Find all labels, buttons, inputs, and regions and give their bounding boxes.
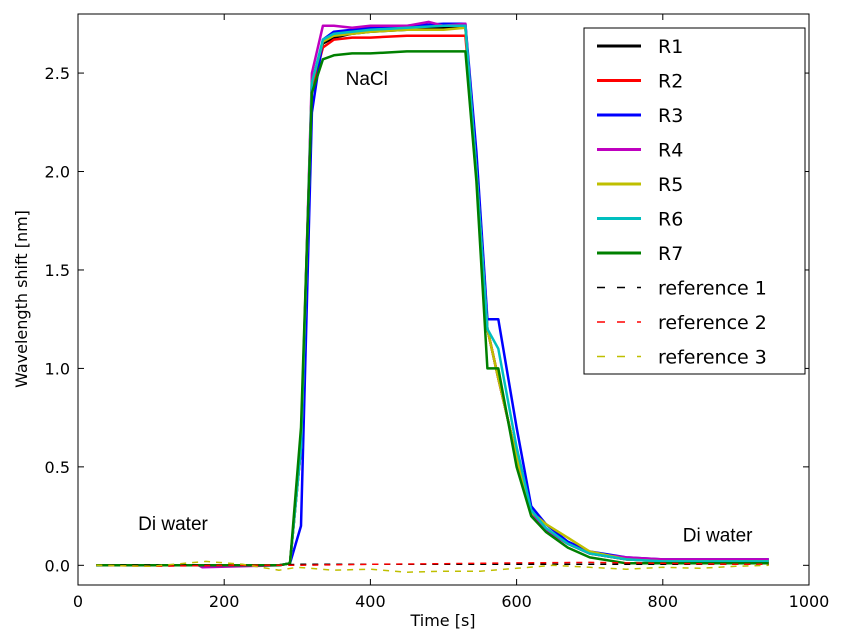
legend-label-r2: R2: [658, 71, 683, 93]
annotation-nacl: NaCl: [346, 69, 388, 90]
y-tick-label: 0.5: [45, 458, 70, 477]
legend-label-r1: R1: [658, 36, 683, 58]
legend-label-r4: R4: [658, 140, 683, 162]
series-line-reference-3: [96, 560, 769, 573]
legend-items: R1 R2 R3 R4 R5 R6 R7 reference 1 reference 2 refe…: [597, 36, 767, 369]
y-tick-label: 1.5: [45, 261, 70, 280]
x-tick-label: 200: [209, 592, 240, 611]
legend-label-reference-2: reference 2: [658, 312, 767, 334]
series-line-reference-2: [96, 561, 769, 568]
x-tick-label: 0: [73, 592, 83, 611]
y-tick-label: 0.0: [45, 556, 70, 575]
y-tick-label: 2.5: [45, 64, 70, 83]
legend-label-r3: R3: [658, 105, 683, 127]
legend-box: [583, 27, 806, 375]
legend: R1 R2 R3 R4 R5 R6 R7 reference 1 reference 2 refe…: [583, 27, 806, 375]
legend-label-r6: R6: [658, 209, 683, 231]
ticks-layer: 0 200 400 600 800 1000 0.0 0.5 1.0 1.5 2.0 2.5: [45, 14, 830, 611]
legend-label-reference-3: reference 3: [658, 347, 767, 369]
legend-label-reference-1: reference 1: [658, 278, 767, 300]
x-tick-label: 800: [648, 592, 679, 611]
annotation-di-water-right: Di water: [683, 526, 753, 547]
x-tick-label: 600: [501, 592, 532, 611]
y-axis-title: Wavelength shift [nm]: [12, 210, 31, 388]
x-tick-label: 400: [355, 592, 386, 611]
x-axis-title: Time [s]: [409, 611, 475, 630]
x-tick-label: 1000: [789, 592, 830, 611]
plot-frame: [77, 13, 810, 586]
legend-label-r5: R5: [658, 174, 683, 196]
series-layer: [96, 20, 769, 573]
y-tick-label: 1.0: [45, 359, 70, 378]
y-tick-label: 2.0: [45, 163, 70, 182]
legend-label-r7: R7: [658, 243, 683, 265]
series-line-reference-1: [96, 563, 769, 567]
annotation-di-water-left: Di water: [138, 514, 208, 535]
